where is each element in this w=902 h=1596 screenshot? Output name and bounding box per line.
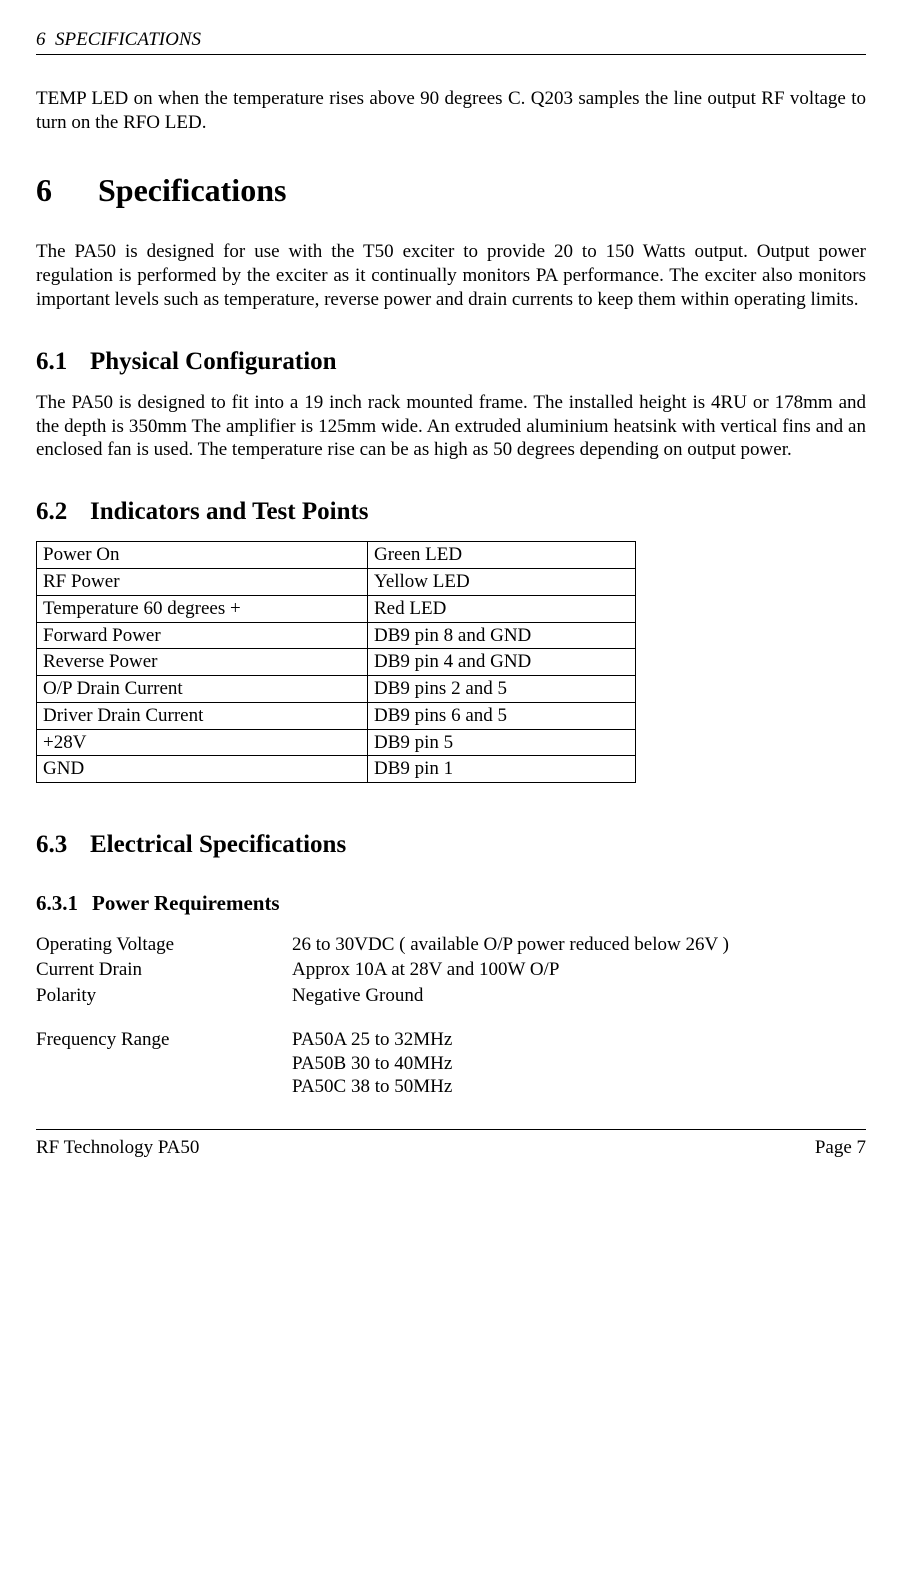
operating-voltage-label: Operating Voltage	[36, 933, 292, 957]
section-6-1-heading: 6.1Physical Configuration	[36, 346, 866, 377]
section-6-number: 6	[36, 170, 98, 210]
indicator-value: DB9 pin 4 and GND	[368, 649, 636, 676]
polarity-value: Negative Ground	[292, 984, 866, 1008]
frequency-range-label: Frequency Range	[36, 1028, 292, 1099]
indicator-value: DB9 pins 2 and 5	[368, 676, 636, 703]
section-6-title: Specifications	[98, 172, 286, 208]
operating-voltage-row: Operating Voltage 26 to 30VDC ( availabl…	[36, 933, 866, 957]
current-drain-label: Current Drain	[36, 958, 292, 982]
frequency-range-line: PA50B 30 to 40MHz	[292, 1052, 866, 1076]
section-6-2-number: 6.2	[36, 496, 90, 527]
header-section-title: SPECIFICATIONS	[55, 29, 201, 50]
section-6-2-heading: 6.2Indicators and Test Points	[36, 496, 866, 527]
indicator-value: Red LED	[368, 595, 636, 622]
table-row: Power OnGreen LED	[37, 542, 636, 569]
section-6-3-heading: 6.3Electrical Specifications	[36, 829, 866, 860]
section-6-1-title: Physical Configuration	[90, 348, 337, 375]
frequency-range-values: PA50A 25 to 32MHzPA50B 30 to 40MHzPA50C …	[292, 1028, 866, 1099]
table-row: Reverse PowerDB9 pin 4 and GND	[37, 649, 636, 676]
frequency-range-line: PA50C 38 to 50MHz	[292, 1075, 866, 1099]
section-6-1-number: 6.1	[36, 346, 90, 377]
table-row: Driver Drain CurrentDB9 pins 6 and 5	[37, 702, 636, 729]
indicator-value: DB9 pin 1	[368, 756, 636, 783]
indicator-value: Yellow LED	[368, 569, 636, 596]
section-6-3-number: 6.3	[36, 829, 90, 860]
table-row: Temperature 60 degrees +Red LED	[37, 595, 636, 622]
section-6-3-1-title: Power Requirements	[92, 891, 280, 915]
table-row: O/P Drain CurrentDB9 pins 2 and 5	[37, 676, 636, 703]
section-6-heading: 6Specifications	[36, 170, 866, 210]
indicator-name: +28V	[37, 729, 368, 756]
indicator-value: DB9 pins 6 and 5	[368, 702, 636, 729]
indicator-value: Green LED	[368, 542, 636, 569]
section-6-3-1-number: 6.3.1	[36, 890, 92, 916]
section-6-2-title: Indicators and Test Points	[90, 498, 369, 525]
indicator-value: DB9 pin 5	[368, 729, 636, 756]
current-drain-value: Approx 10A at 28V and 100W O/P	[292, 958, 866, 982]
section-6-3-title: Electrical Specifications	[90, 831, 346, 858]
indicator-name: Reverse Power	[37, 649, 368, 676]
indicators-table: Power OnGreen LEDRF PowerYellow LEDTempe…	[36, 541, 636, 783]
indicator-name: GND	[37, 756, 368, 783]
table-row: RF PowerYellow LED	[37, 569, 636, 596]
page-footer: RF Technology PA50 Page 7	[36, 1129, 866, 1160]
running-header: 6 SPECIFICATIONS	[36, 28, 866, 55]
indicator-name: RF Power	[37, 569, 368, 596]
table-row: Forward PowerDB9 pin 8 and GND	[37, 622, 636, 649]
frequency-range-line: PA50A 25 to 32MHz	[292, 1028, 866, 1052]
indicator-value: DB9 pin 8 and GND	[368, 622, 636, 649]
section-6-paragraph: The PA50 is designed for use with the T5…	[36, 240, 866, 311]
table-row: +28VDB9 pin 5	[37, 729, 636, 756]
current-drain-row: Current Drain Approx 10A at 28V and 100W…	[36, 958, 866, 982]
intro-paragraph: TEMP LED on when the temperature rises a…	[36, 87, 866, 135]
table-row: GNDDB9 pin 1	[37, 756, 636, 783]
indicator-name: Power On	[37, 542, 368, 569]
header-section-number: 6	[36, 29, 46, 50]
indicator-name: Forward Power	[37, 622, 368, 649]
indicator-name: Driver Drain Current	[37, 702, 368, 729]
polarity-label: Polarity	[36, 984, 292, 1008]
section-6-1-paragraph: The PA50 is designed to fit into a 19 in…	[36, 391, 866, 462]
footer-right: Page 7	[815, 1136, 866, 1160]
indicator-name: Temperature 60 degrees +	[37, 595, 368, 622]
polarity-row: Polarity Negative Ground	[36, 984, 866, 1008]
frequency-range-row: Frequency Range PA50A 25 to 32MHzPA50B 3…	[36, 1028, 866, 1099]
section-6-3-1-heading: 6.3.1Power Requirements	[36, 890, 866, 916]
operating-voltage-value: 26 to 30VDC ( available O/P power reduce…	[292, 933, 866, 957]
indicator-name: O/P Drain Current	[37, 676, 368, 703]
footer-left: RF Technology PA50	[36, 1136, 199, 1160]
